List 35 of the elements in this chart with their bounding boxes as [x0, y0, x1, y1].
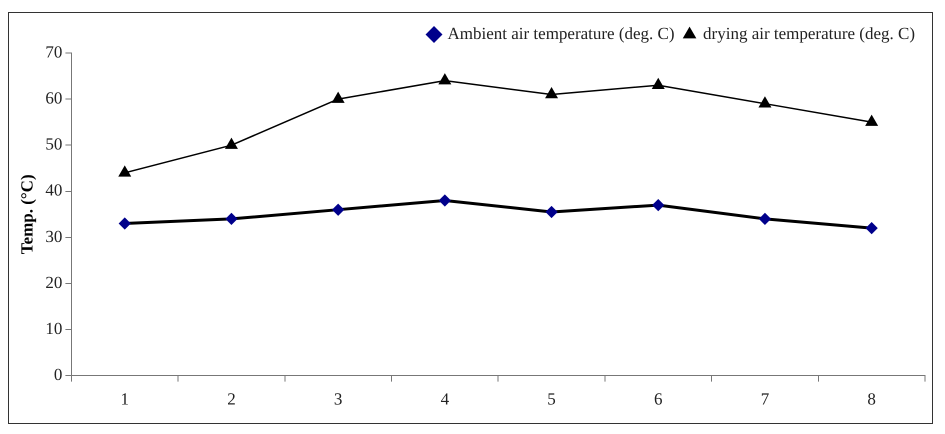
point — [118, 166, 131, 177]
x-tick-label: 5 — [547, 389, 556, 408]
point — [226, 138, 238, 149]
point — [546, 88, 558, 98]
point — [119, 218, 130, 230]
point — [226, 213, 237, 224]
x-tick-label: 2 — [227, 389, 236, 408]
x-tick-label: 4 — [440, 389, 450, 408]
point — [652, 78, 664, 90]
x-tick-label: 7 — [760, 389, 770, 408]
x-tick-label: 3 — [334, 389, 342, 408]
y-tick-label: 30 — [45, 226, 62, 246]
y-tick-label: 60 — [45, 88, 62, 108]
point — [438, 74, 451, 84]
legend-label: drying air temperature (deg. C) — [703, 24, 916, 43]
point — [332, 204, 344, 216]
y-tick-label: 70 — [45, 42, 62, 62]
x-tick-label: 6 — [654, 389, 662, 408]
point — [759, 96, 771, 108]
y-tick-label: 10 — [45, 318, 62, 338]
y-tick-label: 50 — [45, 134, 62, 154]
x-tick-label: 8 — [867, 389, 876, 408]
y-tick-label: 20 — [45, 272, 62, 292]
point — [546, 206, 558, 218]
y-axis-title: Temp. (°C) — [18, 174, 37, 254]
point — [866, 222, 878, 234]
point — [759, 213, 770, 224]
x-tick-label: 1 — [120, 389, 129, 408]
y-tick-label: 0 — [54, 365, 62, 384]
legend-label: Ambient air temperature (deg. C) — [448, 24, 675, 43]
point — [332, 92, 344, 103]
point — [866, 115, 878, 126]
point — [439, 194, 450, 206]
point — [652, 200, 664, 211]
y-tick-label: 40 — [45, 180, 62, 200]
